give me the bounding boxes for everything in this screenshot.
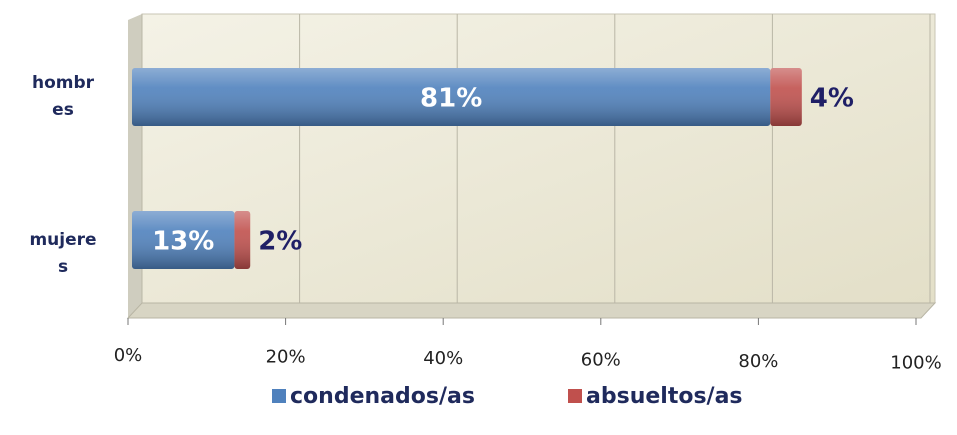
data-label: 81% bbox=[420, 84, 482, 114]
floor bbox=[126, 302, 937, 319]
bar-shade bbox=[132, 211, 235, 269]
y-tick-label: hombres bbox=[31, 73, 95, 120]
x-tick-label: 80% bbox=[738, 351, 778, 372]
x-tick-label: 60% bbox=[581, 350, 621, 371]
x-tick-label: 20% bbox=[266, 347, 306, 368]
side-wall bbox=[128, 14, 142, 318]
legend-label: condenados/as bbox=[290, 384, 475, 409]
legend-swatch bbox=[272, 389, 286, 403]
bar-shade bbox=[234, 211, 251, 269]
x-tick-label: 40% bbox=[423, 348, 463, 369]
bar-shade bbox=[770, 68, 802, 126]
data-label: 4% bbox=[810, 84, 854, 114]
y-tick-label: mujeres bbox=[29, 230, 97, 277]
data-label: 13% bbox=[152, 227, 214, 257]
back-wall bbox=[141, 13, 936, 304]
x-tick-label: 100% bbox=[890, 353, 941, 374]
legend-swatch bbox=[568, 389, 582, 403]
x-tick-label: 0% bbox=[114, 345, 143, 366]
bar-shade bbox=[132, 68, 771, 126]
legend-label: absueltos/as bbox=[586, 384, 743, 409]
data-label: 2% bbox=[258, 227, 302, 257]
